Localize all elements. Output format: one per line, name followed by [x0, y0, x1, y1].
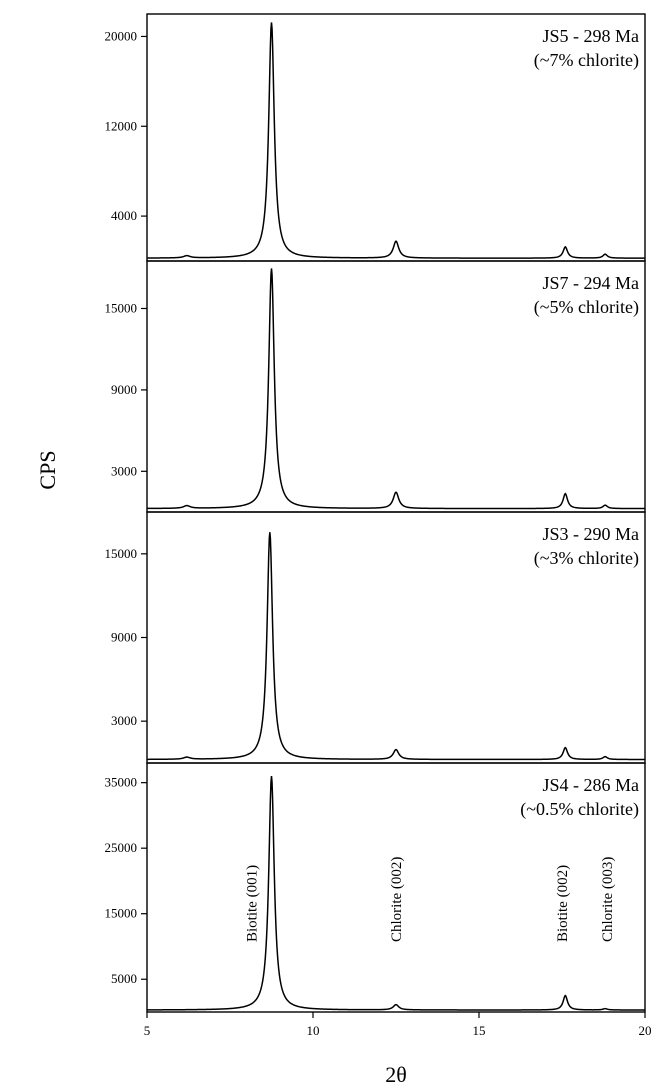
- y-tick-label: 5000: [111, 971, 137, 986]
- series-line-js3: [147, 532, 645, 761]
- sample-label: JS5 - 298 Ma: [542, 26, 639, 46]
- peak-annotation: Chlorite (002): [389, 857, 405, 942]
- x-axis: 5 10 15 20: [144, 1012, 652, 1038]
- y-tick-label: 15000: [105, 546, 138, 561]
- y-tick-label: 15000: [105, 906, 138, 921]
- x-axis-title: 2θ: [385, 1062, 407, 1087]
- series-line-js5: [147, 22, 645, 259]
- y-tick-label: 15000: [105, 300, 138, 315]
- peak-annotation: Biotite (001): [245, 865, 261, 942]
- series-line-js7: [146, 268, 645, 510]
- y-tick-label: 9000: [111, 382, 137, 397]
- y-tick-label: 12000: [105, 118, 138, 133]
- y-axis-title: CPS: [35, 450, 60, 489]
- chlorite-content-label: (~3% chlorite): [534, 548, 639, 569]
- y-tick-label: 35000: [105, 775, 138, 790]
- sample-label: JS7 - 294 Ma: [542, 273, 639, 293]
- y-tick-label: 4000: [111, 208, 137, 223]
- panel-js3: 3000 9000 15000 JS3 - 290 Ma (~3% chlorite): [105, 511, 646, 764]
- x-tick-label: 15: [473, 1023, 486, 1038]
- panel-js7: 3000 9000 15000 JS7 - 294 Ma (~5% chlorite): [105, 260, 646, 513]
- y-tick-label: 9000: [111, 630, 137, 645]
- panel-frame: [146, 762, 646, 1013]
- peak-annotation: Chlorite (003): [600, 857, 616, 942]
- x-tick-label: 20: [639, 1023, 652, 1038]
- y-tick-label: 25000: [105, 840, 138, 855]
- sample-label: JS4 - 286 Ma: [542, 775, 639, 795]
- peak-annotation: Biotite (002): [555, 865, 571, 942]
- panels: 4000 12000 20000 JS5 - 298 Ma (~7% chlorite)…: [105, 13, 646, 1013]
- x-tick-label: 10: [307, 1023, 320, 1038]
- x-tick-label: 5: [144, 1023, 151, 1038]
- y-tick-label: 3000: [111, 713, 137, 728]
- chlorite-content-label: (~5% chlorite): [534, 297, 639, 318]
- panel-js5: 4000 12000 20000 JS5 - 298 Ma (~7% chlorite): [105, 13, 646, 262]
- series-line-js4: [146, 776, 645, 1011]
- chlorite-content-label: (~0.5% chlorite): [520, 799, 639, 820]
- chlorite-content-label: (~7% chlorite): [534, 50, 639, 71]
- sample-label: JS3 - 290 Ma: [542, 524, 639, 544]
- y-tick-label: 20000: [105, 28, 138, 43]
- y-tick-label: 3000: [111, 463, 137, 478]
- panel-js4: 5000 15000 25000 35000 JS4 - 286 Ma (~0.5% ch…: [105, 762, 646, 1013]
